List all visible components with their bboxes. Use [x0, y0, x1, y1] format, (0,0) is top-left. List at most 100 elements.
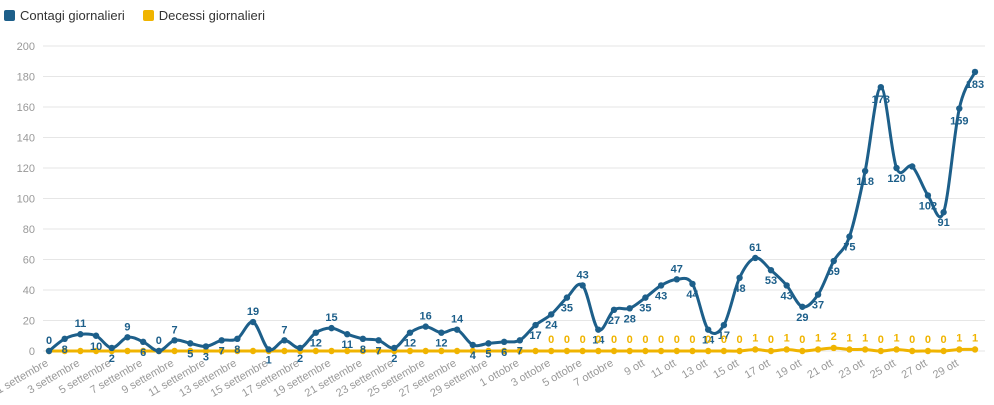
data-point-contagi — [406, 329, 414, 336]
data-label-contagi: 2 — [391, 353, 397, 365]
data-point-decessi — [344, 347, 351, 355]
data-label-contagi: 6 — [501, 347, 507, 359]
data-label-contagi: 14 — [451, 314, 464, 326]
data-label-contagi: 14 — [592, 335, 605, 347]
data-label-contagi: 11 — [75, 318, 87, 330]
data-point-contagi — [391, 344, 398, 352]
data-point-decessi — [940, 347, 947, 355]
data-label-decessi: 1 — [815, 332, 821, 344]
data-label-contagi: 35 — [639, 303, 651, 315]
data-label-contagi: 29 — [796, 312, 808, 324]
data-point-decessi — [642, 347, 649, 355]
data-label-contagi: 28 — [624, 313, 636, 325]
data-point-contagi — [453, 326, 461, 333]
data-point-contagi — [77, 331, 84, 338]
data-point-decessi — [909, 347, 916, 355]
data-label-contagi: 0 — [156, 335, 162, 347]
data-label-decessi: 0 — [580, 334, 586, 346]
data-point-decessi — [626, 347, 633, 355]
data-point-decessi — [359, 347, 367, 355]
data-point-decessi — [422, 347, 429, 355]
data-point-decessi — [77, 347, 84, 355]
data-label-contagi: 43 — [781, 290, 793, 302]
data-label-contagi: 159 — [950, 116, 968, 128]
data-point-contagi — [689, 280, 696, 288]
data-label-decessi: 0 — [674, 334, 680, 346]
data-point-contagi — [971, 68, 979, 76]
data-label-contagi: 8 — [360, 344, 366, 356]
data-label-decessi: 0 — [595, 334, 601, 346]
data-point-contagi — [532, 321, 539, 329]
data-point-decessi — [328, 347, 335, 355]
data-point-contagi — [296, 344, 304, 352]
data-point-decessi — [846, 346, 853, 353]
data-point-decessi — [595, 347, 602, 355]
data-label-contagi: 24 — [545, 319, 558, 331]
data-point-contagi — [281, 337, 288, 344]
chart-legend: Contagi giornalieri Decessi giornalieri — [4, 8, 265, 23]
data-label-contagi: 118 — [856, 176, 874, 188]
data-label-contagi: 9 — [124, 321, 130, 333]
data-label-contagi: 10 — [90, 341, 102, 353]
data-point-decessi — [767, 347, 775, 355]
x-tick-label: 29 ott — [931, 357, 961, 381]
y-tick-label: 80 — [23, 224, 35, 236]
data-label-contagi: 27 — [608, 315, 620, 327]
data-point-contagi — [312, 329, 320, 336]
data-label-contagi: 16 — [420, 311, 432, 323]
data-point-contagi — [202, 343, 210, 350]
data-label-decessi: 0 — [627, 334, 633, 346]
data-point-contagi — [500, 338, 508, 346]
data-point-contagi — [234, 335, 241, 342]
data-label-contagi: 7 — [517, 345, 523, 357]
data-point-decessi — [924, 347, 932, 355]
data-label-contagi: 37 — [812, 300, 824, 312]
data-point-decessi — [312, 347, 320, 355]
data-point-decessi — [124, 347, 131, 355]
data-point-decessi — [532, 347, 539, 355]
data-point-decessi — [877, 347, 885, 355]
data-point-decessi — [187, 347, 194, 355]
data-point-contagi — [767, 266, 775, 274]
data-label-contagi: 8 — [62, 344, 68, 356]
legend-item-decessi[interactable]: Decessi giornalieri — [142, 8, 265, 23]
data-label-contagi: 12 — [310, 338, 322, 350]
legend-item-contagi[interactable]: Contagi giornalieri — [4, 8, 125, 23]
data-point-contagi — [485, 340, 492, 347]
data-point-decessi — [673, 347, 680, 355]
x-tick-label: 19 ott — [774, 357, 804, 381]
data-point-contagi — [846, 233, 853, 240]
data-label-contagi: 14 — [702, 335, 715, 347]
data-label-contagi: 120 — [887, 173, 905, 185]
data-label-contagi: 1 — [266, 354, 272, 366]
data-point-decessi — [752, 346, 759, 353]
data-label-contagi: 48 — [733, 283, 745, 295]
data-label-contagi: 35 — [561, 303, 573, 315]
x-tick-label: 9 ott — [622, 357, 647, 378]
data-point-decessi — [469, 347, 476, 355]
data-point-contagi — [579, 282, 586, 289]
data-point-contagi — [249, 318, 257, 326]
legend-swatch-contagi — [4, 10, 15, 21]
data-label-contagi: 53 — [765, 275, 777, 287]
data-point-decessi — [485, 347, 492, 355]
data-label-decessi: 0 — [548, 334, 554, 346]
x-tick-label: 27 ott — [900, 357, 930, 381]
data-point-contagi — [422, 323, 429, 330]
data-label-contagi: 91 — [937, 217, 949, 229]
data-label-contagi: 11 — [341, 339, 353, 351]
x-tick-label: 11 ott — [649, 357, 678, 381]
data-label-decessi: 1 — [846, 332, 852, 344]
legend-swatch-decessi — [142, 10, 154, 21]
data-point-contagi — [45, 347, 53, 355]
data-point-decessi — [202, 347, 210, 355]
x-tick-label: 25 ott — [868, 357, 898, 381]
data-point-decessi — [799, 347, 806, 355]
data-point-contagi — [720, 321, 728, 329]
data-point-decessi — [830, 344, 837, 352]
data-label-decessi: 0 — [689, 334, 695, 346]
data-point-decessi — [281, 347, 288, 355]
data-label-contagi: 19 — [247, 306, 259, 318]
data-label-decessi: 0 — [941, 334, 947, 346]
